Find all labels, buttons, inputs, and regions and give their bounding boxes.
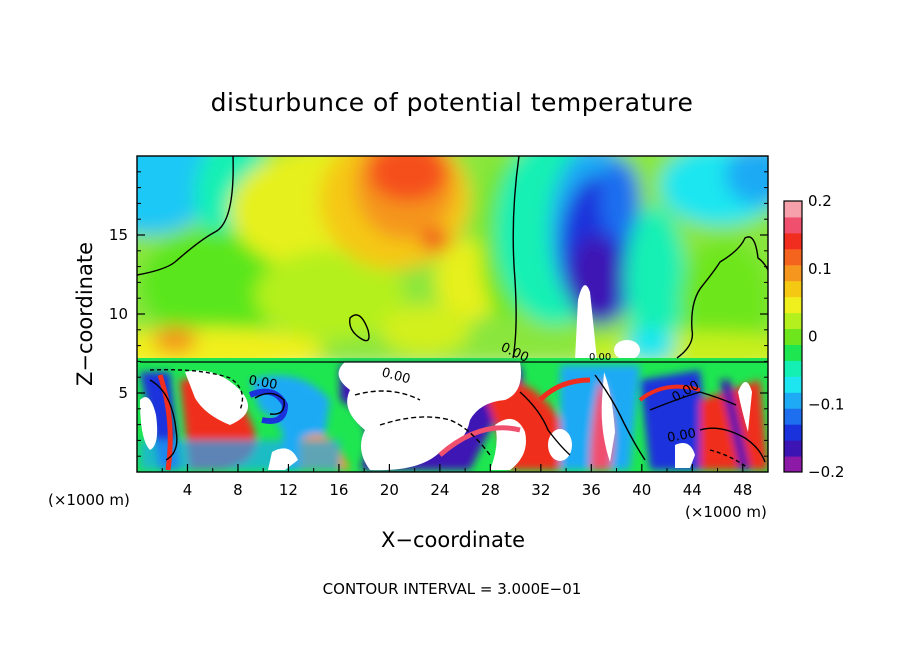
white-region-8: [675, 442, 695, 468]
x-axis-label: X−coordinate: [381, 528, 525, 552]
red-band-1: [157, 374, 173, 471]
chart-title: disturbunce of potential temperature: [211, 88, 694, 117]
white-region-6: [738, 382, 752, 432]
x-tick-label: 8: [233, 481, 243, 499]
x-unit-right: (×1000 m): [685, 503, 767, 521]
colorbar-swatch: [784, 408, 802, 425]
colorbar-swatch: [784, 232, 802, 250]
red-band-3: [538, 377, 591, 402]
x-tick-label: 44: [683, 481, 702, 499]
colorbar-swatch: [784, 424, 802, 441]
upper-field: [137, 156, 768, 372]
colorbar-tick-label: 0.2: [808, 192, 832, 210]
y-tick-label: 5: [118, 384, 128, 402]
contour-label: 0.00: [666, 426, 697, 446]
white-region-7: [268, 448, 298, 470]
contour-lines: [137, 156, 768, 469]
colorbar-swatch: [784, 312, 802, 330]
colorbar-tick-label: −0.2: [808, 463, 844, 481]
x-tick-label: 16: [329, 481, 348, 499]
y-tick-label: 15: [109, 226, 128, 244]
colorbar-frame: [783, 200, 803, 473]
colorbar-tick-label: 0.1: [808, 260, 832, 278]
x-tick-label: 36: [582, 481, 601, 499]
x-tick-label: 24: [430, 481, 449, 499]
x-tick-label: 32: [531, 481, 550, 499]
white-region-4: [140, 397, 158, 450]
y-axis: 5 10 15: [109, 171, 768, 457]
colorbar-swatch: [784, 216, 802, 234]
plot-field: 0.00 0.00 0.00 0.00 0.00 0.00: [137, 156, 768, 472]
x-tick-label: 20: [380, 481, 399, 499]
colorbar-swatch: [784, 360, 802, 377]
white-core: [575, 285, 597, 360]
colorbar: 0.2 0.1 0 −0.1 −0.2: [783, 192, 844, 481]
x-tick-label: 48: [733, 481, 752, 499]
x-tick-label: 4: [183, 481, 193, 499]
y-tick-label: 10: [109, 305, 128, 323]
colorbar-swatch: [784, 264, 802, 282]
colorbar-swatch: [784, 248, 802, 266]
x-axis: 4 8 12 16 20 24 28 32 36 40 44 48: [161, 464, 752, 499]
y-axis-label: Z−coordinate: [73, 242, 97, 386]
x-unit-left: (×1000 m): [48, 491, 130, 509]
red-swirl: [248, 388, 289, 424]
contour-label: 0.00: [589, 352, 611, 363]
contour-interval-annotation: CONTOUR INTERVAL = 3.000E−01: [323, 580, 582, 598]
white-region-5: [601, 372, 615, 462]
x-tick-label: 12: [279, 481, 298, 499]
colorbar-swatch: [784, 376, 802, 393]
colorbar-swatch: [784, 201, 802, 218]
colorbar-swatch: [784, 280, 802, 298]
colorbar-swatch: [784, 392, 802, 409]
colorbar-swatch: [784, 328, 802, 345]
colorbar-swatch: [784, 440, 802, 457]
colorbar-swatch: [784, 344, 802, 361]
colorbar-tick-label: 0: [808, 328, 818, 346]
colorbar-swatch: [784, 296, 802, 314]
lower-field: [137, 358, 768, 472]
colorbar-tick-label: −0.1: [808, 395, 844, 413]
contour-label-group: 0.00 0.00 0.00 0.00 0.00 0.00: [247, 340, 702, 446]
contour-label: 0.00: [380, 365, 412, 387]
colorbar-swatch: [784, 456, 802, 473]
x-tick-label: 40: [632, 481, 651, 499]
red-band-2: [438, 425, 521, 457]
white-patch: [614, 340, 640, 360]
white-region-2: [338, 362, 521, 471]
x-tick-label: 28: [481, 481, 500, 499]
red-band-4: [638, 384, 701, 402]
white-region-1: [185, 370, 248, 425]
contour-label: 0.00: [247, 373, 278, 393]
